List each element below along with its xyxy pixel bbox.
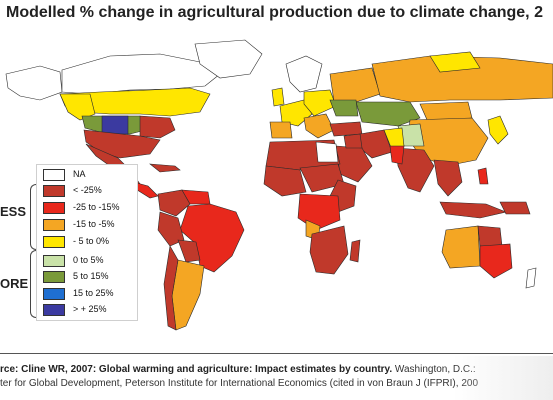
region-madagascar	[349, 239, 361, 263]
region-kazakhstan	[355, 101, 421, 127]
region-usa-east	[139, 115, 176, 139]
legend-swatch	[43, 219, 65, 231]
region-philippines	[477, 167, 489, 185]
region-russia-west	[329, 67, 381, 105]
corner-fade	[453, 356, 553, 400]
region-chile	[163, 245, 179, 331]
region-peru	[157, 211, 185, 247]
region-australia-west	[441, 225, 481, 269]
brace-more	[30, 250, 37, 318]
legend-swatch	[43, 185, 65, 197]
region-alaska	[5, 65, 63, 101]
region-argentina	[171, 259, 205, 331]
legend-swatch	[43, 202, 65, 214]
region-png	[499, 201, 531, 215]
region-iraq	[343, 133, 363, 149]
map-legend: NA < -25% -25 to -15% -15 to -5% - 5 to …	[36, 164, 138, 321]
legend-label: 15 to 25%	[73, 288, 114, 298]
legend-swatch	[43, 304, 65, 316]
legend-swatch	[43, 236, 65, 248]
legend-label: -25 to -15%	[73, 202, 120, 212]
region-ukraine	[329, 99, 359, 117]
region-southern-africa	[309, 225, 349, 275]
region-russia-east	[429, 51, 481, 73]
world-map-svg	[5, 39, 553, 331]
region-usa-northcentral	[101, 115, 129, 135]
region-india	[395, 147, 435, 193]
source-line-2: ter for Global Development, Peterson Ins…	[0, 378, 479, 389]
region-turkey	[329, 121, 363, 137]
brace-less	[30, 184, 37, 250]
region-greenland	[194, 39, 263, 79]
legend-label: - 5 to 0%	[73, 236, 110, 246]
region-bolivia	[177, 239, 201, 263]
region-australia-east	[479, 243, 513, 279]
region-europe-central	[303, 89, 337, 117]
legend-label: 5 to 15%	[73, 271, 109, 281]
source-bold: rce: Cline WR, 2007: Global warming and …	[0, 364, 393, 375]
legend-swatch	[43, 271, 65, 283]
region-korea-japan	[487, 115, 509, 145]
region-canada-north	[61, 53, 221, 95]
legend-label: -15 to -5%	[73, 219, 115, 229]
region-west-africa	[263, 165, 307, 197]
source-citation: rce: Cline WR, 2007: Global warming and …	[0, 363, 553, 391]
legend-swatch	[43, 255, 65, 267]
region-central-africa	[297, 193, 341, 231]
legend-label: < -25%	[73, 185, 102, 195]
region-usa-south	[83, 129, 161, 159]
legend-swatch	[43, 288, 65, 300]
region-australia-north	[477, 225, 503, 247]
region-egypt	[315, 141, 339, 163]
region-uk	[271, 87, 285, 107]
region-new-zealand	[525, 267, 537, 289]
world-map	[0, 34, 553, 354]
group-label-more: ORE	[0, 276, 29, 291]
group-label-less: ESS	[0, 204, 27, 219]
region-indonesia	[439, 201, 508, 219]
region-iberia	[269, 121, 293, 139]
map-title: Modelled % change in agricultural produc…	[6, 4, 543, 21]
legend-label: NA	[73, 169, 86, 179]
source-line-1: rce: Cline WR, 2007: Global warming and …	[0, 363, 553, 377]
region-caribbean	[149, 163, 181, 173]
legend-label: > + 25%	[73, 304, 107, 314]
region-brazil	[179, 203, 245, 273]
source-normal: Washington, D.C.:	[392, 364, 476, 375]
legend-label: 0 to 5%	[73, 255, 104, 265]
region-southeast-asia	[433, 159, 463, 197]
region-scandinavia	[285, 55, 323, 93]
legend-swatch	[43, 169, 65, 181]
region-pakistan	[389, 145, 405, 165]
map-baseline	[0, 353, 553, 354]
region-italy-balkans	[303, 113, 335, 139]
region-colombia	[157, 189, 191, 217]
